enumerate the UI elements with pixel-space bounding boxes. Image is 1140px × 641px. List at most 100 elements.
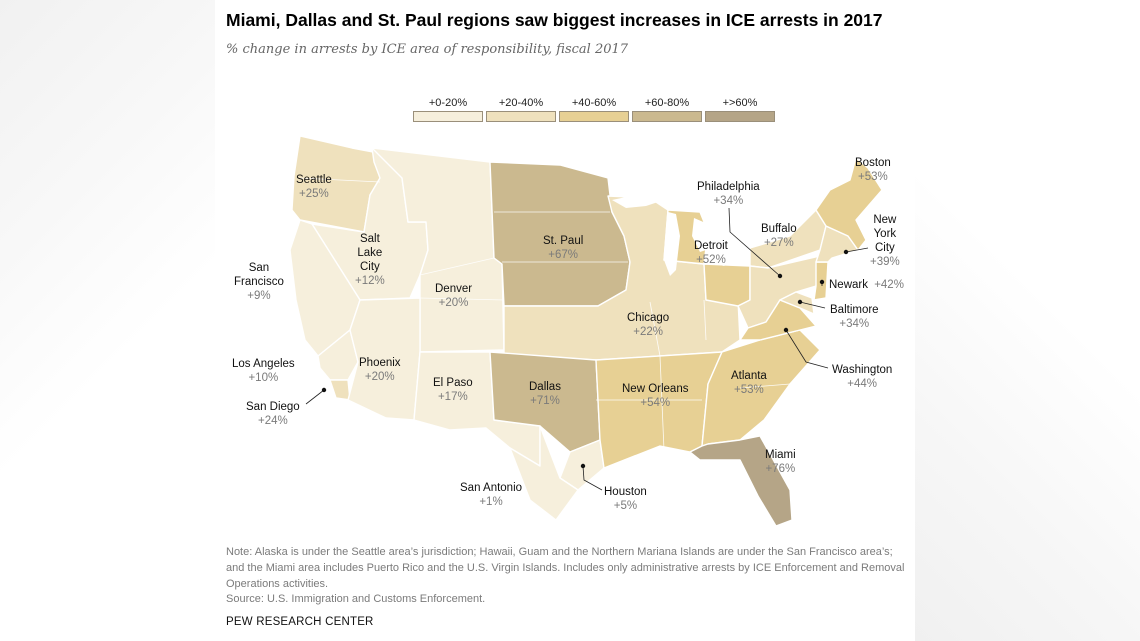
label-atlanta: Atlanta +53%	[731, 369, 767, 397]
label-san-francisco: San Francisco +9%	[234, 261, 284, 303]
state-boundary	[659, 355, 665, 451]
state-boundary	[419, 257, 495, 276]
region-name: Lake	[357, 247, 383, 259]
legend-item-60-80: +60-80%	[632, 96, 702, 122]
legend-item-0-20: +0-20%	[413, 96, 483, 122]
region-value: +22%	[633, 326, 663, 338]
chart-title: Miami, Dallas and St. Paul regions saw b…	[226, 10, 883, 30]
background-right	[910, 0, 1140, 641]
region-san-antonio	[509, 425, 579, 521]
label-boston: Boston +53%	[855, 156, 891, 184]
region-name: San Diego	[246, 401, 300, 413]
legend-swatch	[486, 111, 556, 122]
state-boundary	[739, 383, 791, 389]
region-value: +34%	[839, 318, 870, 330]
region-name: York	[873, 228, 897, 240]
region-value: +34%	[713, 195, 744, 207]
region-name: Buffalo	[761, 223, 797, 235]
label-el-paso: El Paso +17%	[433, 376, 473, 404]
legend: +0-20% +20-40% +40-60% +60-80% +>60%	[413, 96, 775, 122]
legend-label: +>60%	[722, 97, 758, 109]
region-miami	[689, 435, 793, 527]
region-name: Baltimore	[830, 304, 879, 316]
label-phoenix: Phoenix +20%	[359, 356, 401, 384]
label-houston: Houston +5%	[604, 485, 647, 513]
region-value: +52%	[696, 254, 726, 266]
region-name: Seattle	[296, 174, 332, 186]
label-denver: Denver +20%	[435, 282, 472, 310]
region-value: +42%	[874, 279, 904, 291]
legend-label: +40-60%	[571, 97, 617, 109]
lake-michigan	[664, 212, 680, 276]
region-name: Newark	[829, 279, 868, 291]
baltimore-dot	[797, 299, 803, 305]
region-name: El Paso	[433, 377, 473, 389]
region-value: +1%	[479, 496, 503, 508]
legend-swatch	[413, 111, 483, 122]
label-san-antonio: San Antonio +1%	[460, 481, 522, 509]
region-value: +76%	[765, 463, 796, 475]
region-name: Los Angeles	[232, 358, 295, 370]
region-name: San	[248, 262, 270, 274]
label-salt-lake-city: Salt Lake City +12%	[355, 232, 385, 288]
chart-credit: PEW RESEARCH CENTER	[226, 616, 374, 628]
region-name: Francisco	[234, 276, 284, 288]
leader-line-houston	[582, 465, 603, 491]
label-dallas: Dallas +71%	[529, 380, 561, 408]
washington-dot	[783, 327, 789, 333]
region-value: +53%	[858, 171, 888, 183]
leader-line-washington	[785, 329, 829, 369]
region-name: Philadelphia	[697, 181, 760, 193]
region-value: +44%	[847, 378, 878, 390]
region-phoenix	[347, 297, 421, 421]
label-buffalo: Buffalo +27%	[761, 222, 797, 250]
san-diego-dot	[321, 387, 327, 393]
chart-source: Source: U.S. Immigration and Customs Enf…	[226, 593, 486, 605]
lake-superior	[612, 194, 664, 208]
label-detroit: Detroit +52%	[694, 239, 728, 267]
region-name: City	[874, 242, 895, 254]
region-value: +12%	[355, 275, 385, 287]
legend-swatch	[705, 111, 775, 122]
region-name: Washington	[832, 364, 893, 376]
region-san-diego	[329, 379, 351, 401]
houston-dot	[580, 463, 586, 469]
label-miami: Miami +76%	[765, 448, 796, 476]
region-value: +20%	[364, 371, 395, 383]
region-name: Miami	[765, 449, 796, 461]
region-name: Boston	[855, 157, 891, 169]
region-name: New	[873, 214, 897, 226]
region-value: +27%	[763, 237, 794, 249]
region-name: Chicago	[627, 312, 670, 324]
philadelphia-dot	[777, 273, 783, 279]
region-boston	[815, 157, 883, 251]
region-name: Atlanta	[731, 370, 767, 382]
region-value: +53%	[734, 384, 764, 396]
legend-item-40-60: +40-60%	[559, 96, 629, 122]
label-philadelphia: Philadelphia +34%	[697, 180, 760, 208]
legend-item-20-40: +20-40%	[486, 96, 556, 122]
region-name: New Orleans	[622, 383, 689, 395]
label-los-angeles: Los Angeles +10%	[232, 357, 295, 385]
chart-subtitle: % change in arrests by ICE area of respo…	[226, 42, 629, 57]
region-value: +67%	[548, 249, 578, 261]
region-value: +39%	[870, 256, 900, 268]
region-value: +9%	[247, 290, 271, 302]
state-boundary	[703, 299, 707, 341]
lake-huron	[692, 218, 712, 252]
lake-erie	[708, 250, 750, 266]
newark-dot	[819, 279, 825, 285]
legend-swatch	[559, 111, 629, 122]
label-baltimore: Baltimore +34%	[830, 303, 879, 331]
leader-line-philadelphia	[728, 207, 781, 277]
region-value: +54%	[640, 397, 671, 409]
new-york-city-dot	[843, 249, 849, 255]
region-name: Detroit	[694, 240, 728, 252]
region-name: Salt	[359, 233, 380, 245]
label-seattle: Seattle +25%	[296, 173, 332, 201]
region-value: +71%	[530, 395, 560, 407]
label-st-paul: St. Paul +67%	[543, 234, 583, 262]
region-name: San Antonio	[460, 482, 523, 494]
legend-label: +60-80%	[644, 97, 690, 109]
